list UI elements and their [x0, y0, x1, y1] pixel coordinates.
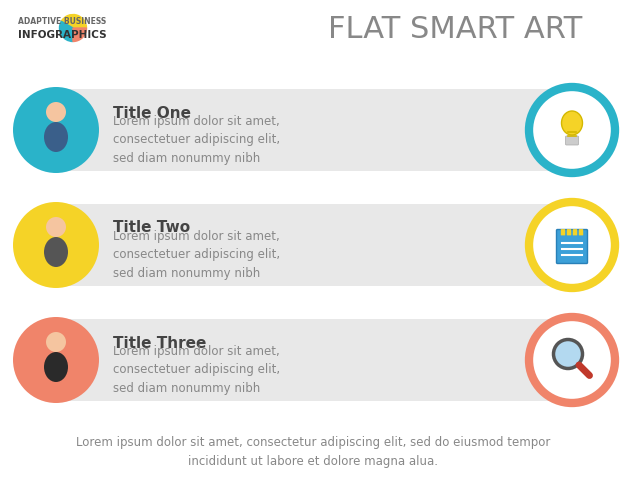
Text: INFOGRAPHICS: INFOGRAPHICS	[18, 30, 106, 40]
Text: Lorem ipsum dolor sit amet,
consectetuer adipiscing elit,
sed diam nonummy nibh: Lorem ipsum dolor sit amet, consectetuer…	[113, 115, 280, 164]
Ellipse shape	[44, 238, 68, 267]
Text: ADAPTIVE BUSINESS: ADAPTIVE BUSINESS	[18, 17, 106, 25]
Text: FLAT SMART ART: FLAT SMART ART	[328, 15, 582, 43]
FancyBboxPatch shape	[557, 230, 587, 264]
Text: Lorem ipsum dolor sit amet, consectetur adipiscing elit, sed do eiusmod tempor
i: Lorem ipsum dolor sit amet, consectetur …	[76, 435, 550, 468]
Text: Lorem ipsum dolor sit amet,
consectetuer adipiscing elit,
sed diam nonummy nibh: Lorem ipsum dolor sit amet, consectetuer…	[113, 345, 280, 394]
Circle shape	[529, 203, 615, 288]
Text: Lorem ipsum dolor sit amet,
consectetuer adipiscing elit,
sed diam nonummy nibh: Lorem ipsum dolor sit amet, consectetuer…	[113, 229, 280, 280]
Circle shape	[46, 218, 66, 238]
FancyBboxPatch shape	[51, 204, 577, 286]
Text: Title Three: Title Three	[113, 335, 207, 350]
FancyBboxPatch shape	[561, 230, 565, 236]
Ellipse shape	[44, 352, 68, 382]
Text: Title One: Title One	[113, 105, 191, 120]
Circle shape	[46, 103, 66, 123]
Circle shape	[13, 203, 99, 288]
Circle shape	[13, 88, 99, 174]
Wedge shape	[61, 16, 86, 29]
Ellipse shape	[562, 112, 583, 136]
FancyBboxPatch shape	[51, 319, 577, 401]
FancyBboxPatch shape	[579, 230, 583, 236]
Wedge shape	[73, 29, 86, 42]
Wedge shape	[59, 22, 73, 42]
Circle shape	[46, 332, 66, 352]
Circle shape	[13, 317, 99, 403]
Circle shape	[529, 317, 615, 403]
FancyBboxPatch shape	[51, 90, 577, 172]
FancyBboxPatch shape	[573, 230, 577, 236]
FancyBboxPatch shape	[565, 137, 578, 146]
Circle shape	[553, 340, 583, 369]
Ellipse shape	[44, 123, 68, 153]
FancyBboxPatch shape	[567, 230, 571, 236]
Circle shape	[529, 88, 615, 174]
Text: Title Two: Title Two	[113, 220, 190, 235]
